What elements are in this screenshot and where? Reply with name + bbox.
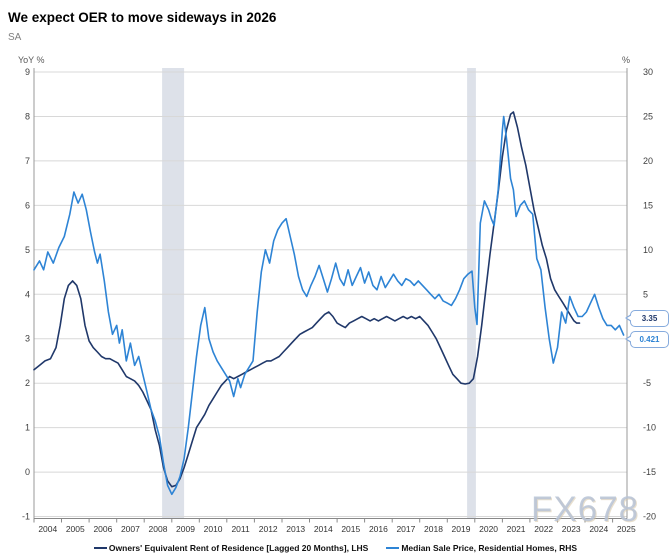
x-axis-year-label: 2016: [369, 524, 388, 534]
x-axis-year-label: 2021: [507, 524, 526, 534]
left-axis-tick-label: 3: [25, 334, 30, 344]
x-axis-year-label: 2017: [396, 524, 415, 534]
x-axis-year-label: 2007: [121, 524, 140, 534]
right-axis-tick-label: 5: [643, 289, 648, 299]
legend-item-oer: Owners' Equivalent Rent of Residence [La…: [93, 543, 369, 553]
oer-latest-value-callout: 3.35: [625, 310, 669, 327]
right-axis-tick-label: 20: [643, 156, 653, 166]
x-axis-year-label: 2023: [562, 524, 581, 534]
median-sale-price-line: [33, 115, 625, 496]
right-axis-tick-label: -15: [643, 467, 656, 477]
recession-band: [162, 68, 185, 519]
left-axis-tick-label: 0: [25, 467, 30, 477]
right-axis-tick-label: 15: [643, 200, 653, 210]
left-axis-tick-label: 5: [25, 245, 30, 255]
x-axis-year-label: 2013: [286, 524, 305, 534]
x-axis-year-label: 2005: [66, 524, 85, 534]
right-axis-tick-label: -5: [643, 378, 651, 388]
x-axis-year-label: 2006: [93, 524, 112, 534]
left-axis-tick-label: 8: [25, 112, 30, 122]
left-axis-tick-label: -1: [22, 512, 30, 522]
right-axis-tick-label: 10: [643, 245, 653, 255]
x-axis-year-label: 2025: [617, 524, 636, 534]
legend-item-median-sale-price: Median Sale Price, Residential Homes, RH…: [386, 543, 577, 553]
x-axis-year-label: 2018: [424, 524, 443, 534]
page-title: We expect OER to move sideways in 2026: [8, 10, 277, 25]
right-axis-tick-label: 30: [643, 67, 653, 77]
left-axis-tick-label: 6: [25, 200, 30, 210]
legend-label-oer: Owners' Equivalent Rent of Residence [La…: [108, 543, 369, 553]
left-axis-tick-label: 2: [25, 378, 30, 388]
left-axis-unit-label: YoY %: [18, 55, 45, 65]
x-axis-year-label: 2008: [149, 524, 168, 534]
x-axis-year-label: 2009: [176, 524, 195, 534]
x-axis-year-label: 2020: [479, 524, 498, 534]
left-axis-tick-label: 4: [25, 289, 30, 299]
x-axis-year-label: 2012: [259, 524, 278, 534]
legend: Owners' Equivalent Rent of Residence [La…: [0, 543, 671, 553]
median-sale-price-line-swatch-icon: [386, 547, 400, 549]
oer-line: [33, 111, 581, 488]
left-axis-tick-label: 1: [25, 423, 30, 433]
x-axis-year-label: 2022: [534, 524, 553, 534]
x-axis-year-label: 2004: [38, 524, 57, 534]
chart-subtitle: SA: [8, 32, 22, 43]
legend-label-median-sale-price: Median Sale Price, Residential Homes, RH…: [401, 543, 578, 553]
x-axis-year-label: 2014: [314, 524, 333, 534]
oer-latest-value: 3.35: [641, 314, 658, 323]
oer-line-swatch-icon: [93, 547, 107, 549]
right-axis-unit-label: %: [622, 55, 631, 65]
x-axis-year-label: 2011: [231, 524, 250, 534]
x-axis-year-label: 2015: [341, 524, 360, 534]
right-axis-tick-label: -10: [643, 423, 656, 433]
right-axis-tick-label: 25: [643, 112, 653, 122]
x-axis-year-label: 2010: [204, 524, 223, 534]
left-axis-tick-label: 9: [25, 67, 30, 77]
x-axis-year-label: 2019: [452, 524, 471, 534]
x-axis-year-label: 2024: [589, 524, 608, 534]
median-sale-price-latest-value: 0.421: [639, 335, 660, 344]
median-sale-price-latest-value-callout: 0.421: [625, 331, 669, 348]
left-axis-tick-label: 7: [25, 156, 30, 166]
recession-band: [467, 68, 476, 519]
right-axis-tick-label: -20: [643, 512, 656, 522]
